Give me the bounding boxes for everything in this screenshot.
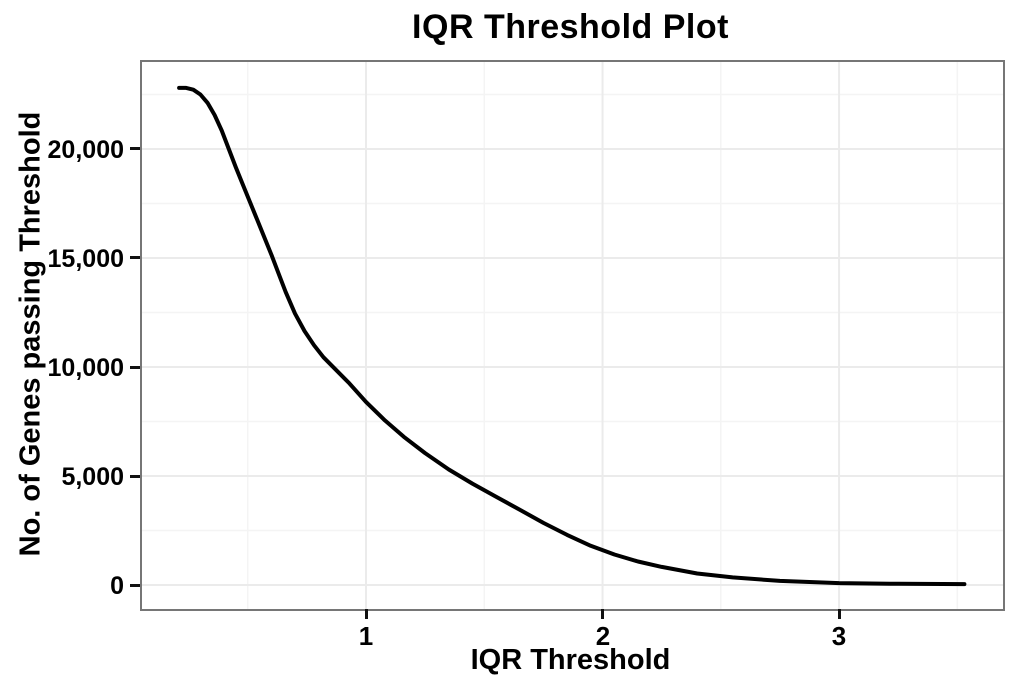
y-tick-mark xyxy=(130,475,140,478)
y-tick-mark xyxy=(130,366,140,369)
x-tick-label: 3 xyxy=(831,621,847,651)
y-tick-label: 15,000 xyxy=(47,245,124,273)
y-tick-label: 20,000 xyxy=(47,136,124,164)
plot-canvas xyxy=(142,62,1003,609)
y-tick-label: 5,000 xyxy=(61,463,124,491)
x-tick-mark xyxy=(838,609,841,619)
x-tick-label: 2 xyxy=(595,621,611,651)
y-tick-label: 10,000 xyxy=(47,354,124,382)
y-tick-label: 0 xyxy=(110,572,124,600)
plot-panel xyxy=(140,60,1005,611)
x-tick-label: 1 xyxy=(358,621,374,651)
x-axis-label: IQR Threshold xyxy=(470,644,671,676)
x-tick-mark xyxy=(601,609,604,619)
y-tick-mark xyxy=(130,256,140,259)
chart-title: IQR Threshold Plot xyxy=(412,8,729,46)
y-tick-mark xyxy=(130,584,140,587)
genes-curve xyxy=(177,85,967,587)
x-tick-mark xyxy=(365,609,368,619)
y-tick-mark xyxy=(130,147,140,150)
